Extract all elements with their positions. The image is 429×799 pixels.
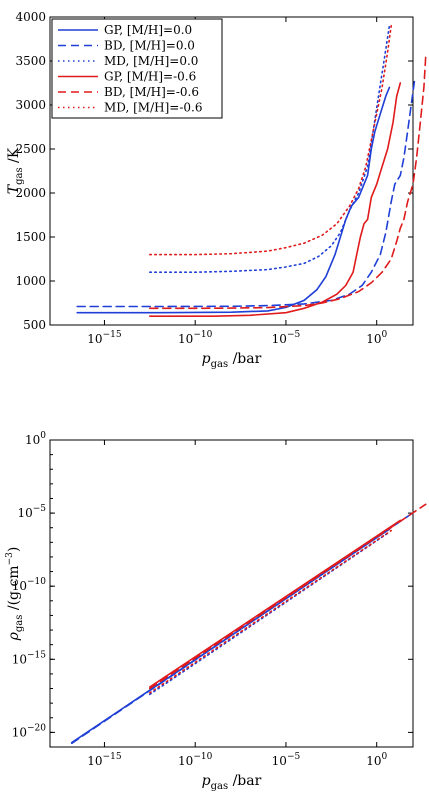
x-tick-label: 10−5	[272, 330, 301, 346]
legend-label: MD, [M/H]=0.0	[104, 54, 198, 68]
x-tick-label: 100	[366, 752, 387, 768]
series-line	[149, 82, 402, 317]
y-tick-label: 3500	[15, 54, 46, 68]
x-axis-label: pgas /bar	[202, 351, 262, 370]
series-line	[149, 503, 427, 690]
y-tick-label: 3000	[15, 98, 46, 112]
temperature-pressure-chart: 10−15 10−10 10−5 100 500 1000 1500 2000 2500 3000…	[6, 10, 427, 370]
y-tick-label: 1500	[15, 230, 46, 244]
y-tick-label: 10−5	[17, 504, 46, 520]
legend-label: BD, [M/H]=-0.6	[104, 85, 199, 99]
y-tick-label: 10−20	[12, 723, 47, 739]
x-tick-label: 10−15	[87, 330, 122, 346]
x-tick-label: 10−15	[87, 752, 122, 768]
series-line	[149, 519, 402, 688]
y-tick-label: 10−10	[12, 577, 47, 593]
y-tick-label: 2500	[15, 142, 46, 156]
series-line	[149, 25, 392, 256]
legend-label: GP, [M/H]=-0.6	[104, 70, 196, 84]
plot-frame	[49, 16, 414, 326]
y-tick-label: 1000	[15, 274, 46, 288]
plot-frame	[49, 439, 414, 748]
y-tick-label: 2000	[15, 186, 46, 200]
y-tick-label: 10−15	[12, 650, 47, 666]
y-axis-label: Tgas /K	[6, 147, 25, 194]
density-pressure-chart: 10−15 10−10 10−5 100 100 10−5 10−10 10−15 10−20 p…	[5, 431, 427, 792]
legend-box	[51, 18, 223, 119]
x-tick-label: 100	[366, 330, 387, 346]
series-line	[76, 86, 391, 314]
series-line	[149, 55, 427, 310]
x-axis-label: pgas /bar	[202, 773, 262, 792]
legend-label: MD, [M/H]=-0.6	[104, 101, 202, 115]
x-tick-label: 10−10	[178, 330, 213, 346]
x-tick-label: 10−10	[178, 752, 213, 768]
y-axis-label: ρgas /(g cm−3)	[5, 547, 25, 642]
series-line	[76, 77, 416, 308]
series-line	[149, 25, 391, 273]
x-tick-label: 10−5	[272, 752, 301, 768]
y-tick-label: 100	[25, 431, 46, 447]
series-line	[149, 529, 392, 694]
y-tick-label: 500	[23, 318, 46, 332]
y-tick-label: 4000	[15, 10, 46, 24]
legend-label: BD, [M/H]=0.0	[104, 39, 195, 53]
legend-label: GP, [M/H]=0.0	[104, 23, 192, 37]
